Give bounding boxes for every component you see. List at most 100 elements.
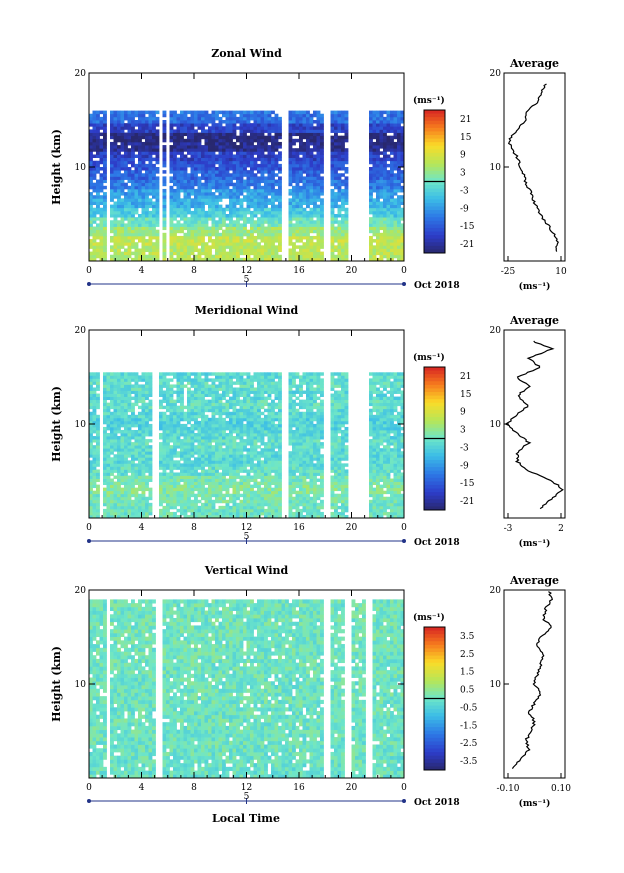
heatmap-cell xyxy=(194,245,198,249)
heatmap-cell xyxy=(218,135,223,140)
heatmap-cell xyxy=(138,141,142,146)
heatmap-cell xyxy=(390,198,394,202)
heatmap-cell xyxy=(250,148,254,152)
heatmap-cell xyxy=(306,232,310,237)
heatmap-cell xyxy=(201,126,205,130)
heatmap-cell xyxy=(162,110,167,115)
heatmap-cell xyxy=(253,201,258,205)
heatmap-cell xyxy=(113,160,118,165)
heatmap-cell xyxy=(208,204,212,209)
heatmap-cell xyxy=(96,405,100,410)
heatmap-cell xyxy=(330,126,335,130)
heatmap-cell xyxy=(400,138,405,143)
heatmap-cell xyxy=(260,129,265,133)
heatmap-cell xyxy=(306,245,310,249)
heatmap-cell xyxy=(306,239,310,243)
heatmap-cell xyxy=(113,232,118,237)
heatmap-cell xyxy=(169,423,174,428)
heatmap-cell xyxy=(232,135,237,140)
heatmap-cell xyxy=(120,475,125,479)
heatmap-cell xyxy=(124,372,128,376)
heatmap-cell xyxy=(187,399,191,404)
heatmap-cell xyxy=(253,195,258,199)
heatmap-cell xyxy=(194,154,198,158)
heatmap-cell xyxy=(211,232,216,237)
heatmap-cell xyxy=(253,248,258,252)
heatmap-cell xyxy=(316,160,321,165)
heatmap-cell xyxy=(337,160,342,165)
heatmap-cell xyxy=(96,226,100,231)
heatmap-cell xyxy=(131,245,135,249)
heatmap-cell xyxy=(201,195,205,199)
heatmap-cell xyxy=(211,423,216,428)
heatmap-cell xyxy=(120,123,125,127)
heatmap-cell xyxy=(138,113,142,118)
heatmap-cell xyxy=(194,145,198,149)
heatmap-cell xyxy=(110,160,114,165)
heatmap-cell xyxy=(194,182,198,187)
heatmap-cell xyxy=(320,251,324,256)
heatmap-cell xyxy=(236,235,240,240)
heatmap-cell xyxy=(274,132,279,137)
heatmap-cell xyxy=(106,460,111,464)
heatmap-cell xyxy=(173,195,177,199)
heatmap-cell xyxy=(292,154,296,158)
colorbar-tick-label: -3 xyxy=(460,186,469,196)
heatmap-cell xyxy=(134,384,139,388)
heatmap-cell xyxy=(92,405,97,410)
heatmap-cell xyxy=(169,135,174,140)
heatmap-cell xyxy=(201,387,205,391)
heatmap-cell xyxy=(253,157,258,162)
heatmap-cell xyxy=(271,207,275,212)
heatmap-cell xyxy=(96,113,100,118)
heatmap-cell xyxy=(190,472,195,476)
heatmap-cell xyxy=(397,210,401,215)
heatmap-cell xyxy=(232,207,237,212)
heatmap-cell xyxy=(117,457,121,461)
heatmap-cell xyxy=(155,123,160,127)
heatmap-cell xyxy=(215,251,219,256)
heatmap-cell xyxy=(117,496,121,501)
heatmap-cell xyxy=(141,448,146,452)
heatmap-cell xyxy=(236,160,240,165)
heatmap-cell xyxy=(159,481,163,486)
heatmap-cell xyxy=(299,201,303,205)
heatmap-cell xyxy=(386,157,391,162)
heatmap-cell xyxy=(383,123,387,127)
heatmap-cell xyxy=(379,138,384,143)
heatmap-cell xyxy=(180,235,184,240)
heatmap-cell xyxy=(96,433,100,437)
heatmap-cell xyxy=(103,145,107,149)
heatmap-cell xyxy=(369,179,373,184)
heatmap-cell xyxy=(288,145,293,149)
heatmap-cell xyxy=(211,157,216,162)
heatmap-cell xyxy=(187,126,191,130)
heatmap-cell xyxy=(215,436,219,440)
heatmap-cell xyxy=(225,239,230,243)
heatmap-cell xyxy=(204,242,209,246)
heatmap-cell xyxy=(232,113,237,118)
heatmap-cell xyxy=(218,116,223,121)
heatmap-cell xyxy=(176,204,181,209)
heatmap-cell xyxy=(120,481,125,486)
heatmap-cell xyxy=(316,120,321,124)
heatmap-cell xyxy=(337,123,342,127)
heatmap-cell xyxy=(92,423,97,428)
heatmap-cell xyxy=(159,420,163,425)
heatmap-cell xyxy=(148,466,153,470)
heatmap-cell xyxy=(124,201,128,205)
heatmap-cell xyxy=(117,481,121,486)
heatmap-cell xyxy=(134,242,139,246)
heatmap-cell xyxy=(131,116,135,121)
heatmap-cell xyxy=(145,151,149,155)
heatmap-cell xyxy=(183,436,188,440)
heatmap-cell xyxy=(89,182,93,187)
heatmap-cell xyxy=(383,170,387,174)
heatmap-cell xyxy=(299,185,303,190)
heatmap-cell xyxy=(120,405,125,410)
heatmap-cell xyxy=(103,429,107,434)
heatmap-cell xyxy=(341,123,345,127)
heatmap-cell xyxy=(124,381,128,385)
heatmap-cell xyxy=(145,420,149,425)
heatmap-cell xyxy=(145,508,149,513)
